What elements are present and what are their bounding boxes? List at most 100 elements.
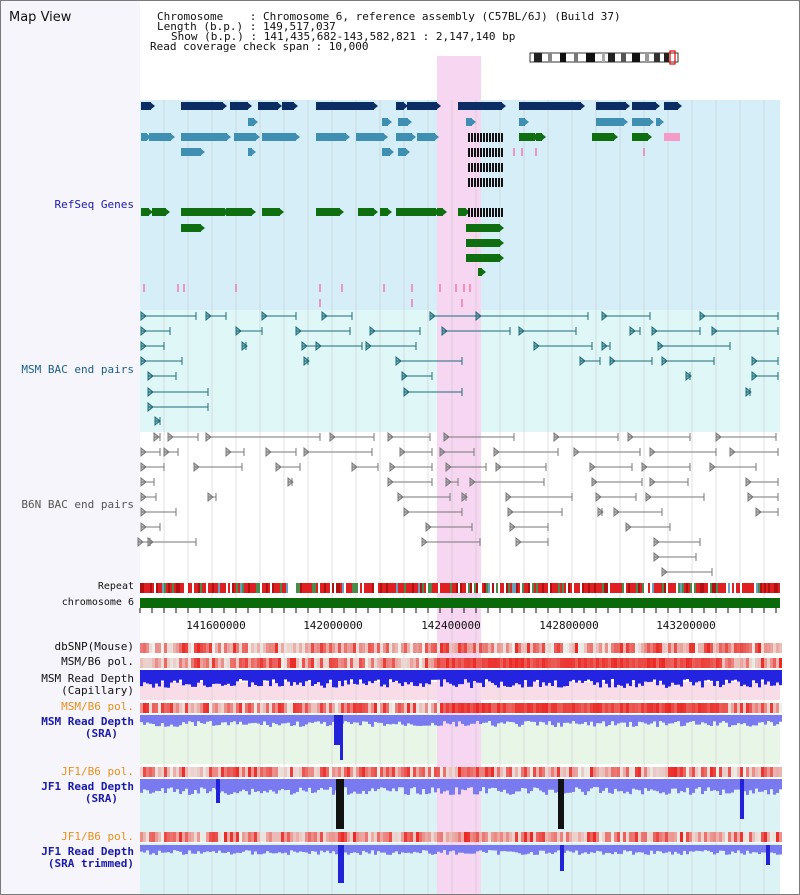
msm-cap-depth-bar: [242, 670, 245, 681]
gene-green: [519, 133, 535, 141]
jf1-pol-cell: [533, 767, 536, 777]
gene-green: [141, 208, 149, 216]
msm-bac-pair-end: [685, 370, 692, 382]
msm-pol-cell: [179, 658, 182, 668]
msm-sra-depth-bar: [686, 715, 689, 723]
jf1-depth-bar: [206, 779, 209, 794]
jf1-depth-bar: [527, 779, 530, 794]
msm-cap-depth-bar: [368, 670, 371, 682]
msm-sra-depth-bar: [443, 715, 446, 722]
dbsnp-cell: [590, 643, 593, 653]
msm-pol2-cell: [140, 703, 143, 713]
msm-pol-cell: [236, 658, 239, 668]
msm-pol-cell: [749, 658, 752, 668]
jf1-trim-depth-bar: [488, 845, 491, 851]
msm-pol2-cell: [188, 703, 191, 713]
msm-bac-pair-end: [751, 355, 758, 367]
coverage-span-info: Read coverage check span : 10,000: [150, 40, 369, 53]
dbsnp-cell: [707, 643, 710, 653]
msm-cap-depth-bar: [221, 670, 224, 686]
msm-cap-depth-bar: [383, 670, 386, 685]
msm-cap-depth-bar: [332, 670, 335, 688]
msm-pol2-cell: [737, 703, 740, 713]
msm-sra-depth-bar: [437, 715, 440, 726]
msm-sra-depth-bar: [485, 715, 488, 723]
jf1-trim-depth-bar: [641, 845, 644, 853]
msm-pol-cell: [515, 658, 518, 668]
jf1-pol2-cell: [389, 832, 392, 842]
jf1-pol2-cell: [611, 832, 614, 842]
ideogram-band: [664, 53, 669, 62]
jf1-depth-bar: [164, 779, 167, 794]
repeat-mark: [402, 583, 404, 593]
dbsnp-cell: [656, 643, 659, 653]
msm-pol2-cell: [626, 703, 629, 713]
jf1-trim-depth-bar: [632, 845, 635, 855]
gene-mid: [262, 133, 296, 141]
msm-cap-depth-bar: [728, 670, 731, 684]
jf1-pol-cell: [266, 767, 269, 777]
msm-pol-cell: [560, 658, 563, 668]
msm-pol-cell: [563, 658, 566, 668]
jf1-depth-bar: [536, 779, 539, 789]
msm-pol2-cell: [635, 703, 638, 713]
jf1-depth-bar: [230, 779, 233, 795]
msm-pol-cell: [767, 658, 770, 668]
exon-mark: [483, 163, 485, 172]
msm-pol2-cell: [212, 703, 215, 713]
msm-pol-cell: [212, 658, 215, 668]
msm-sra-depth-bar: [326, 715, 329, 727]
msm-sra-depth-bar: [590, 715, 593, 722]
jf1-pol2-cell: [500, 832, 503, 842]
msm-cap-depth-bar: [500, 670, 503, 682]
jf1-trim-depth-bar: [371, 845, 374, 851]
repeat-mark: [576, 583, 578, 593]
jf1-pol-cell: [410, 767, 413, 777]
jf1-pol-cell: [215, 767, 218, 777]
msm-pol-cell: [365, 658, 368, 668]
exon-mark: [474, 163, 476, 172]
jf1-depth-bar: [326, 779, 329, 790]
msm-sra-depth-bar: [776, 715, 779, 725]
gene-green-arrow: [647, 133, 652, 141]
msm-pol2-cell: [539, 703, 542, 713]
jf1-pol-cell: [752, 767, 755, 777]
repeat-mark: [394, 583, 396, 593]
jf1-pol2-cell: [401, 832, 404, 842]
msm-sra-depth-bar: [308, 715, 311, 723]
exon-mark: [471, 148, 473, 157]
msm-sra-depth-bar: [194, 715, 197, 726]
jf1-pol2-cell: [176, 832, 179, 842]
msm-cap-depth-bar: [278, 670, 281, 687]
jf1-pol-cell: [482, 767, 485, 777]
track-label-refseq[interactable]: RefSeq Genes: [54, 198, 134, 211]
repeat-mark: [336, 583, 338, 593]
repeat-mark: [526, 583, 528, 593]
jf1-pol2-cell: [299, 832, 302, 842]
msm-bac-pair-end: [401, 370, 408, 382]
track-label-msm-bac[interactable]: MSM BAC end pairs: [21, 363, 134, 376]
msm-bac-pair-end: [699, 310, 706, 322]
jf1-trim-depth-bar: [404, 845, 407, 854]
track-label-b6n-bac[interactable]: B6N BAC end pairs: [21, 498, 134, 511]
jf1-trim-depth-bar: [557, 845, 560, 851]
jf1-trim-depth-bar: [509, 845, 512, 852]
repeat-mark: [778, 583, 780, 593]
jf1-pol2-cell: [647, 832, 650, 842]
jf1-pol2-cell: [335, 832, 338, 842]
jf1-depth-bar-spike: [336, 779, 344, 829]
msm-pol2-cell: [452, 703, 455, 713]
jf1-pol2-cell: [149, 832, 152, 842]
dbsnp-cell: [242, 643, 245, 653]
dbsnp-cell: [188, 643, 191, 653]
msm-sra-depth-bar: [503, 715, 506, 724]
jf1-pol2-cell: [449, 832, 452, 842]
repeat-mark: [400, 583, 402, 593]
msm-cap-depth-bar: [749, 670, 752, 688]
msm-pol2-cell: [665, 703, 668, 713]
msm-bac-pair-end: [629, 325, 636, 337]
jf1-pol-cell: [542, 767, 545, 777]
msm-pol2-cell: [680, 703, 683, 713]
ideogram-band: [574, 53, 578, 62]
